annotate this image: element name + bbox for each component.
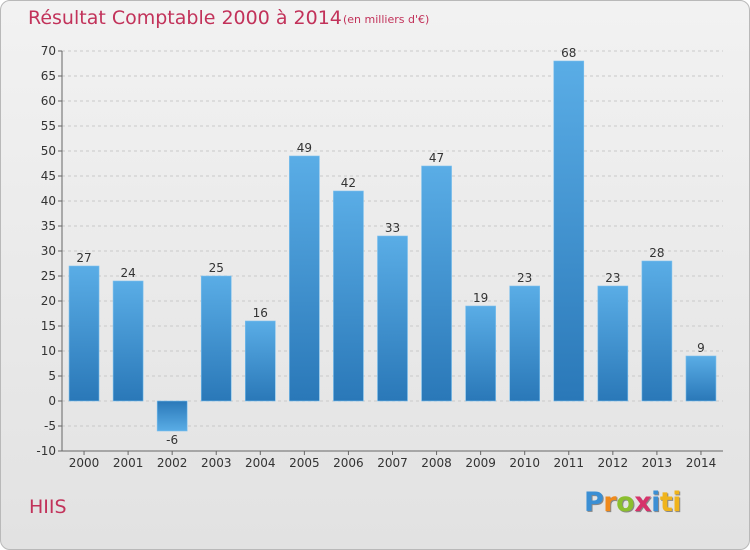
location-name: HIIS xyxy=(29,496,67,518)
x-tick-label-2001: 2001 xyxy=(113,456,144,470)
y-tick-label: 35 xyxy=(41,219,56,233)
value-label-2012: 23 xyxy=(605,271,620,285)
bar-2007 xyxy=(377,235,408,402)
bar-2004 xyxy=(245,320,276,402)
logo-letter: x xyxy=(634,487,652,518)
value-label-2003: 25 xyxy=(209,261,224,275)
y-tick-label: 20 xyxy=(41,294,56,308)
y-tick-label: 30 xyxy=(41,244,56,258)
x-tick-label-2012: 2012 xyxy=(598,456,629,470)
y-tick-label: -10 xyxy=(36,444,56,458)
x-tick-label-2000: 2000 xyxy=(69,456,100,470)
bar-2005 xyxy=(289,155,320,402)
x-tick-label-2010: 2010 xyxy=(509,456,540,470)
y-tick-label: 10 xyxy=(41,344,56,358)
x-tick-label-2008: 2008 xyxy=(421,456,452,470)
bar-2003 xyxy=(200,275,232,402)
bar-2006 xyxy=(333,190,364,402)
value-label-2000: 27 xyxy=(76,251,91,265)
x-tick-label-2007: 2007 xyxy=(377,456,408,470)
x-tick-label-2002: 2002 xyxy=(157,456,188,470)
x-tick-label-2005: 2005 xyxy=(289,456,320,470)
bar-2012 xyxy=(597,285,629,402)
value-label-2011: 68 xyxy=(561,46,576,60)
value-label-2002: -6 xyxy=(166,433,178,447)
value-label-2006: 42 xyxy=(341,176,356,190)
x-tick-label-2006: 2006 xyxy=(333,456,364,470)
value-label-2014: 9 xyxy=(697,341,705,355)
bar-2001 xyxy=(112,280,144,402)
y-tick-label: 50 xyxy=(41,144,56,158)
logo-letter: P xyxy=(584,487,604,518)
value-label-2007: 33 xyxy=(385,221,400,235)
logo-letter: i xyxy=(651,487,660,518)
y-tick-label: 55 xyxy=(41,119,56,133)
bar-2008 xyxy=(421,165,452,402)
value-label-2001: 24 xyxy=(120,266,135,280)
x-tick-label-2003: 2003 xyxy=(201,456,232,470)
x-tick-label-2014: 2014 xyxy=(686,456,717,470)
y-tick-label: -5 xyxy=(44,419,56,433)
y-tick-label: 15 xyxy=(41,319,56,333)
chart-title: Résultat Comptable 2000 à 2014 xyxy=(28,7,342,29)
y-tick-label: 40 xyxy=(41,194,56,208)
y-tick-label: 0 xyxy=(48,394,56,408)
proxiti-logo: Proxiti xyxy=(584,487,682,518)
bar-2014 xyxy=(685,355,717,402)
chart-subtitle: (en milliers d'€) xyxy=(343,13,430,26)
y-tick-label: 65 xyxy=(41,69,56,83)
value-label-2009: 19 xyxy=(473,291,488,305)
bar-2009 xyxy=(465,305,496,402)
x-tick-label-2004: 2004 xyxy=(245,456,276,470)
y-tick-label: 45 xyxy=(41,169,56,183)
y-tick-label: 60 xyxy=(41,94,56,108)
bar-2002 xyxy=(156,400,188,432)
bar-2011 xyxy=(553,60,585,402)
value-label-2005: 49 xyxy=(297,141,312,155)
value-label-2013: 28 xyxy=(649,246,664,260)
value-label-2008: 47 xyxy=(429,151,444,165)
logo-letter: r xyxy=(603,487,617,518)
value-label-2010: 23 xyxy=(517,271,532,285)
bar-2010 xyxy=(509,285,541,402)
logo-letter: o xyxy=(616,487,635,518)
x-tick-label-2013: 2013 xyxy=(642,456,673,470)
bar-2000 xyxy=(68,265,100,402)
y-tick-label: 70 xyxy=(41,44,56,58)
x-tick-label-2011: 2011 xyxy=(553,456,584,470)
y-tick-label: 5 xyxy=(48,369,56,383)
value-label-2004: 16 xyxy=(253,306,268,320)
bar-2013 xyxy=(641,260,673,402)
x-tick-label-2009: 2009 xyxy=(465,456,496,470)
y-tick-label: 25 xyxy=(41,269,56,283)
logo-letter: ti xyxy=(659,487,682,518)
